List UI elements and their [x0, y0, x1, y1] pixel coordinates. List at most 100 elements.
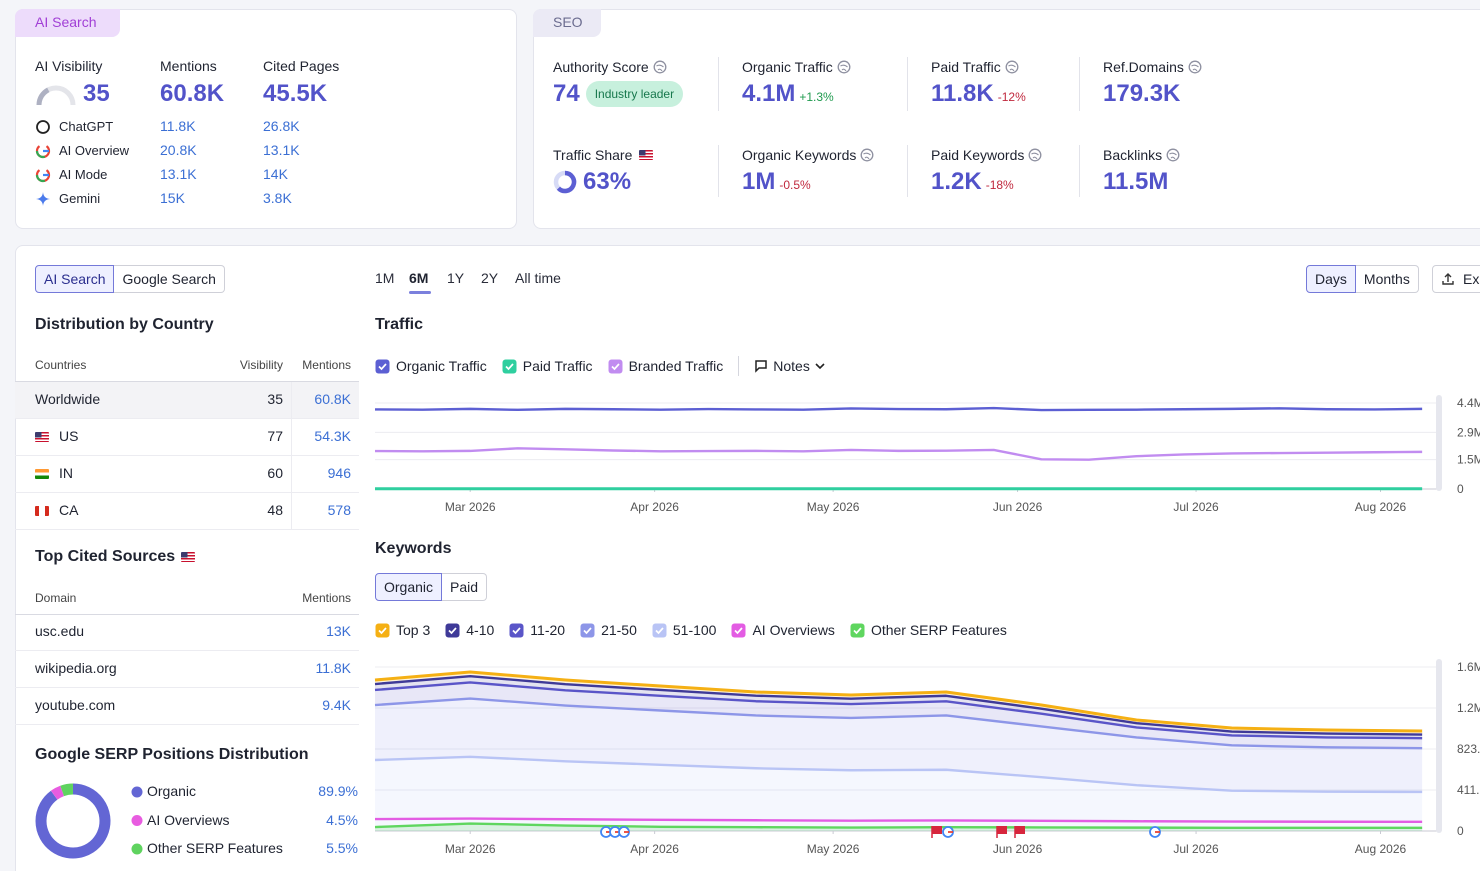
- visibility-value: 35: [83, 80, 110, 108]
- checkbox: [502, 359, 517, 373]
- series-line: [374, 670, 1423, 733]
- source-tab[interactable]: Google Search: [114, 265, 225, 293]
- glyph: [35, 174, 46, 183]
- range-tab[interactable]: 6M: [409, 270, 429, 287]
- area-fill: [375, 823, 1423, 831]
- info-ring: [860, 148, 874, 162]
- source-tab[interactable]: AI Search: [35, 265, 115, 293]
- x-tick-label: Mar 2026: [445, 842, 496, 856]
- keyword-tab[interactable]: Organic: [375, 573, 443, 601]
- legend-item[interactable]: 4-10: [445, 622, 494, 638]
- legend-label: 21-50: [601, 622, 637, 638]
- legend-label: Top 3: [396, 622, 431, 638]
- legend-checkbox: [445, 623, 460, 637]
- legend-item[interactable]: Branded Traffic: [608, 358, 724, 374]
- area-fill: [375, 676, 1423, 739]
- legend-label: Organic Traffic: [396, 358, 487, 374]
- flag: [35, 432, 49, 442]
- checkbox: [375, 359, 390, 373]
- platform-mentions: 20.8K: [160, 142, 197, 159]
- legend-item[interactable]: Organic Traffic: [375, 358, 487, 374]
- legend-label: AI Overviews: [147, 811, 230, 828]
- legend-checkbox: [580, 623, 595, 637]
- info-icon: [1028, 148, 1042, 162]
- checkbox: [509, 623, 524, 637]
- export-label: Export: [1463, 271, 1480, 287]
- legend-item[interactable]: Top 3: [375, 622, 430, 638]
- legend-item[interactable]: Paid Traffic: [502, 358, 593, 374]
- granularity-tab[interactable]: Days: [1306, 265, 1356, 293]
- x-tick-label: Jun 2026: [993, 500, 1043, 514]
- metric-value-row: 63%: [553, 167, 733, 197]
- range-tab[interactable]: 1Y: [447, 270, 465, 287]
- x-tick-label: May 2026: [807, 500, 860, 514]
- row-rule: [15, 724, 359, 725]
- y-tick-label: 411.7K: [1457, 783, 1480, 797]
- legend-item[interactable]: 21-50: [580, 622, 637, 638]
- export-button[interactable]: Export: [1432, 265, 1480, 293]
- range-tab[interactable]: 2Y: [481, 270, 499, 287]
- country-name: CA: [59, 502, 79, 519]
- info-glyph: [1031, 152, 1040, 160]
- glyph: [1442, 273, 1454, 285]
- metric-label: Organic Traffic: [742, 59, 833, 75]
- legend-label: AI Overviews: [752, 622, 835, 638]
- tag-label: AI Search: [35, 14, 97, 31]
- checkbox: [608, 359, 623, 373]
- legend-checkbox: [502, 359, 517, 373]
- legend-checkbox: [509, 623, 524, 637]
- legend-label: Branded Traffic: [628, 358, 724, 374]
- legend-item[interactable]: 11-20: [509, 622, 565, 638]
- keyword-tab[interactable]: Paid: [442, 573, 488, 601]
- y-tick-label: 0: [1457, 824, 1464, 838]
- check: [610, 362, 620, 370]
- metric-value-row: 4.1M +1.3%: [742, 79, 922, 109]
- metric-label-row: Ref.Domains: [1103, 58, 1283, 76]
- platform-cited: 26.8K: [263, 118, 300, 135]
- metric-label-row: Backlinks: [1103, 146, 1283, 164]
- pie-slice: [50, 785, 65, 800]
- platform-cited: 13.1K: [263, 142, 300, 159]
- checkbox: [850, 623, 865, 637]
- granularity-tab[interactable]: Months: [1355, 265, 1419, 293]
- metric-delta: -18%: [985, 178, 1014, 192]
- notes-button[interactable]: Notes: [754, 358, 825, 374]
- mentions-value: 60.8K: [160, 80, 225, 108]
- country-visibility: 48: [267, 502, 283, 519]
- series-line: [374, 697, 1423, 750]
- legend-item[interactable]: Other SERP Features: [850, 622, 1007, 638]
- row-rule: [15, 455, 359, 456]
- ai-search-card: [15, 9, 517, 229]
- legend-item[interactable]: 51-100: [652, 622, 716, 638]
- legend-label: 11-20: [530, 622, 566, 638]
- checkbox: [731, 623, 746, 637]
- y-tick-label: 2.9M: [1457, 425, 1480, 439]
- divider: [907, 57, 908, 111]
- metric-value-row: 179.3K: [1103, 79, 1283, 109]
- platform-name: ChatGPT: [59, 118, 114, 134]
- divider: [718, 57, 719, 111]
- x-tick-label: Aug 2026: [1355, 842, 1407, 856]
- checkbox: [652, 623, 667, 637]
- info-icon: [837, 60, 851, 74]
- range-tab[interactable]: All time: [515, 270, 561, 287]
- column-header: Countries: [35, 357, 87, 372]
- platform-cited: 14K: [263, 166, 288, 183]
- range-tab[interactable]: 1M: [375, 270, 395, 287]
- check: [583, 626, 592, 634]
- glyph: [36, 120, 50, 134]
- tag: [15, 9, 120, 37]
- export-icon: [1442, 273, 1454, 285]
- y-tick-label: 1.6M: [1457, 660, 1480, 674]
- x-tick-label: Apr 2026: [630, 842, 679, 856]
- metric-label: Authority Score: [553, 59, 649, 75]
- info-glyph: [840, 64, 848, 72]
- info-glyph: [1191, 64, 1199, 72]
- metric-value: 74: [553, 80, 580, 107]
- row-rule: [15, 529, 359, 530]
- metric-label-row: Authority Score: [553, 58, 733, 76]
- country-mentions: 54.3K: [314, 428, 351, 445]
- legend-item[interactable]: AI Overviews: [731, 622, 835, 638]
- legend-checkbox: [850, 623, 865, 637]
- seo-card: [533, 9, 1480, 229]
